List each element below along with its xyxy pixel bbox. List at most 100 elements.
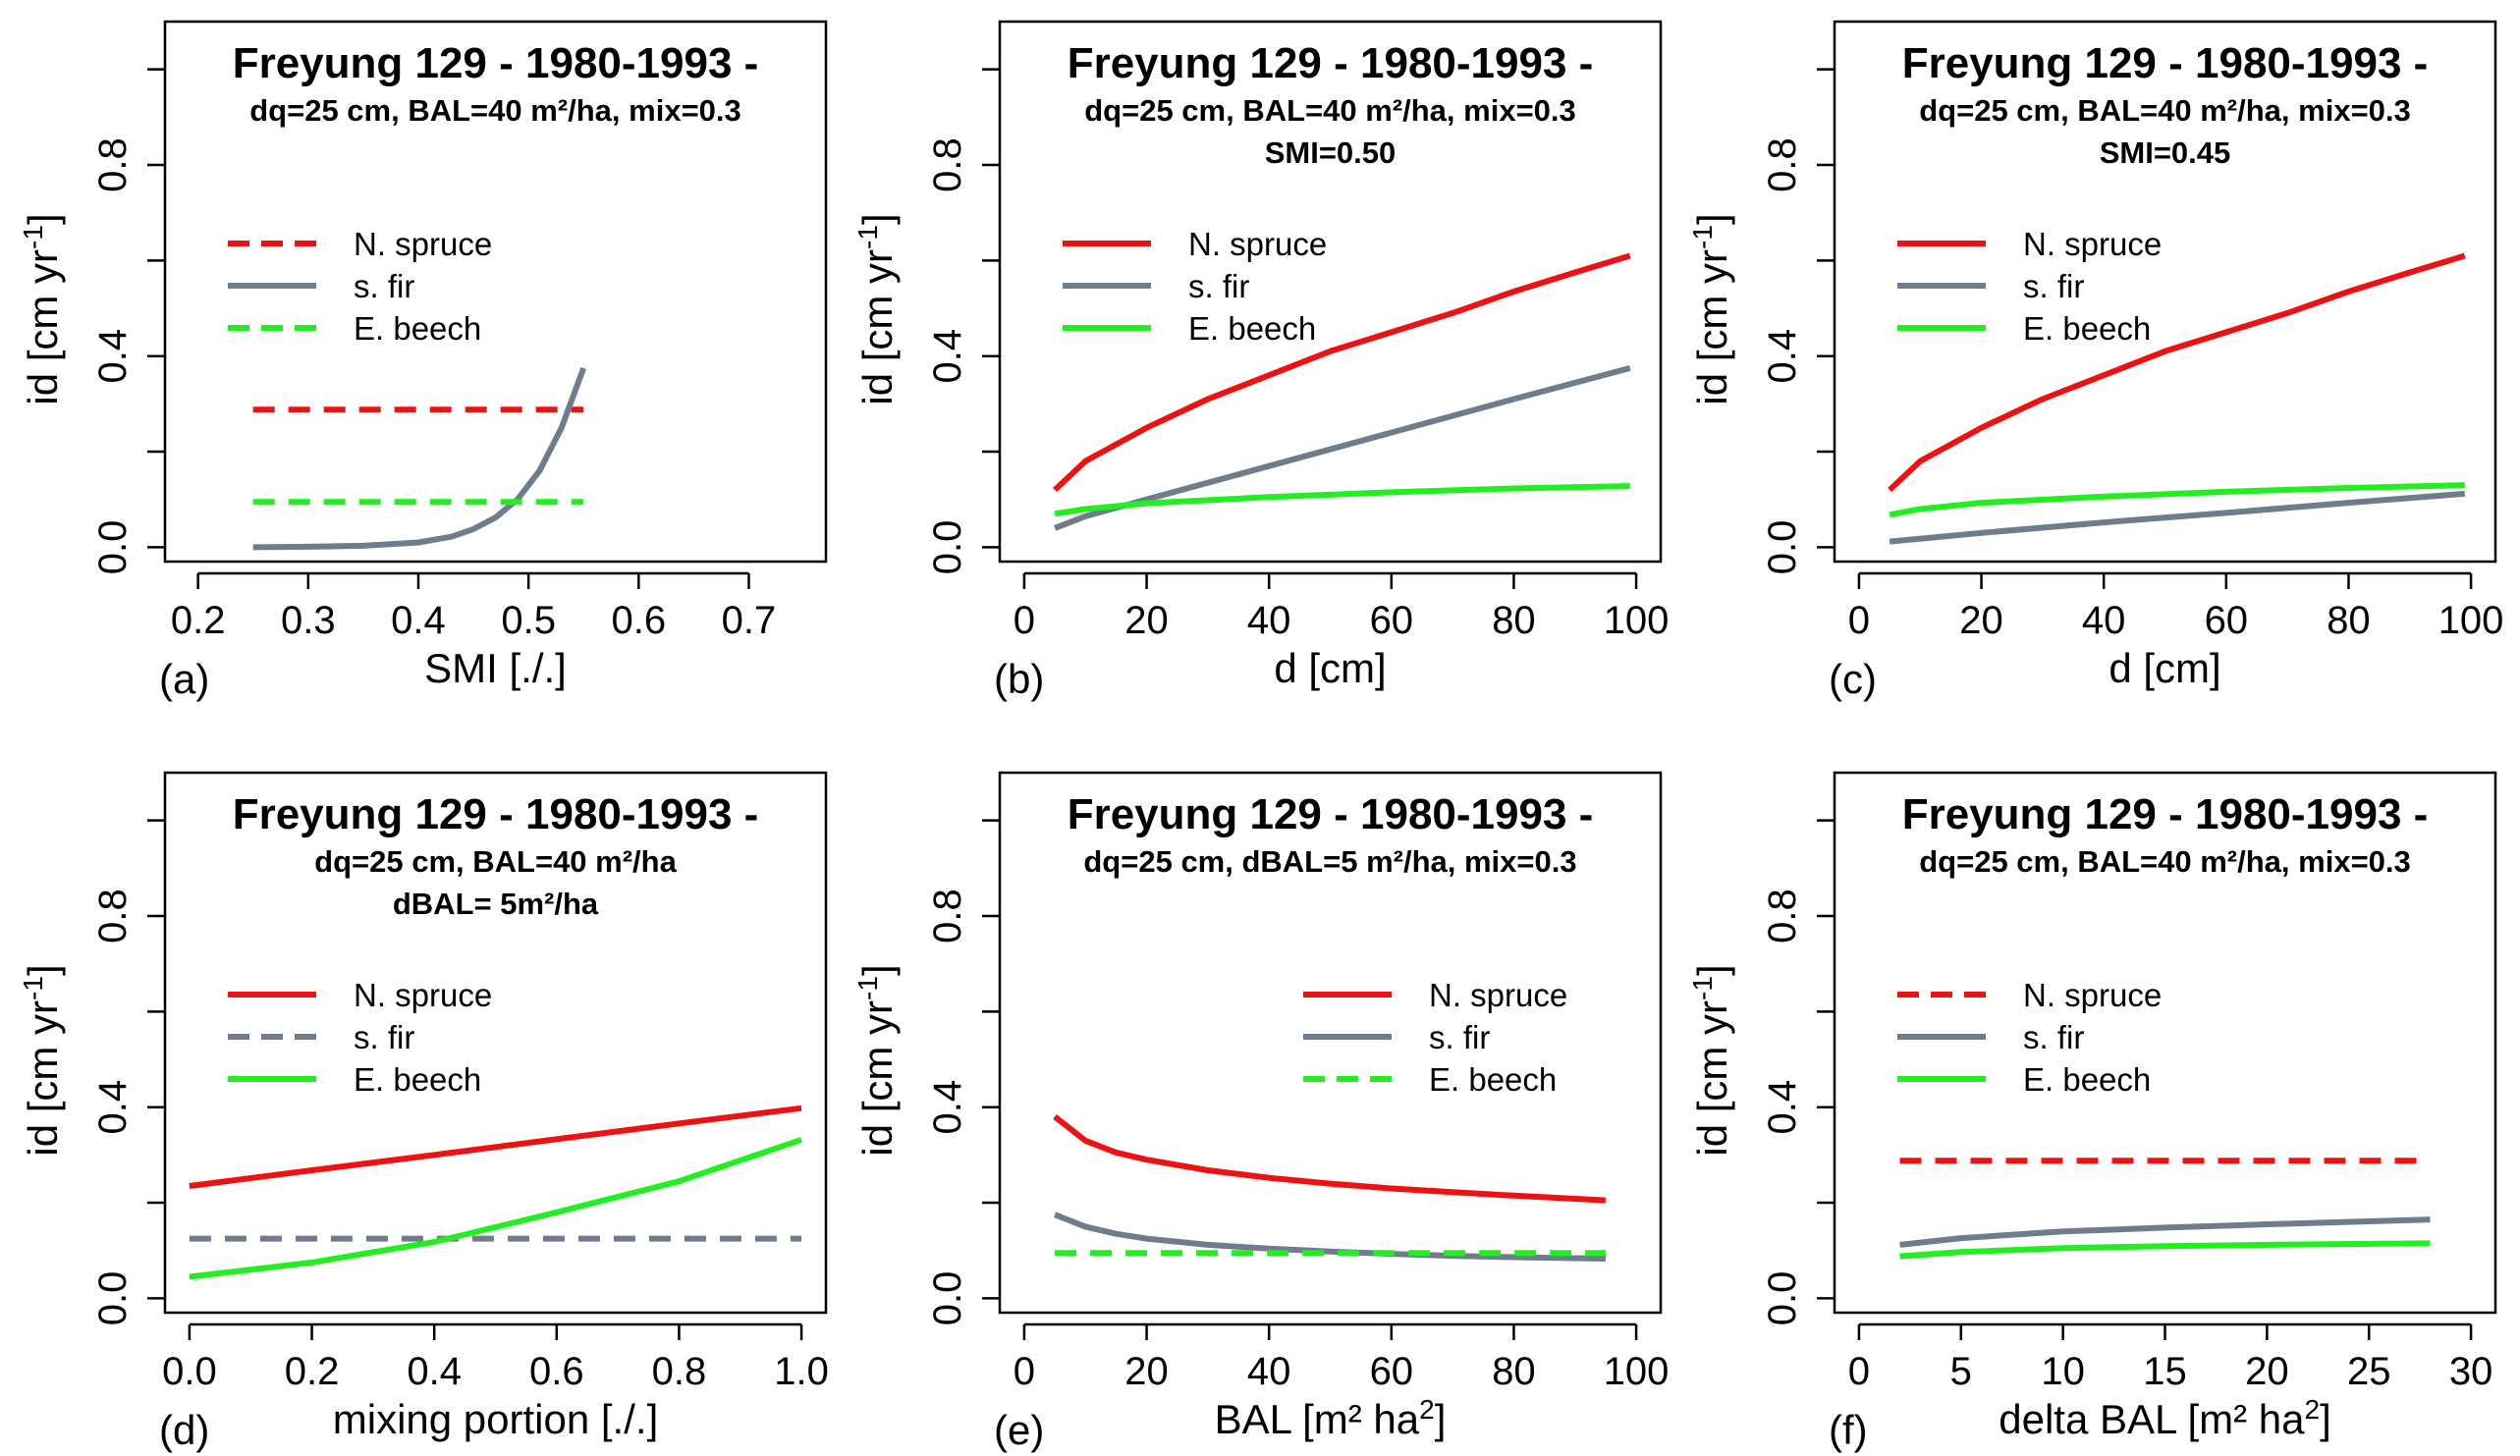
panel-b: Freyung 129 - 1980-1993 - dq=25 cm, BAL=4… xyxy=(852,20,1670,702)
x-tick-label: 20 xyxy=(2245,1350,2289,1393)
panel-label: (d) xyxy=(159,1407,209,1453)
x-tick-label: 0 xyxy=(1848,599,1870,642)
x-tick-label: 60 xyxy=(1370,1350,1414,1393)
legend: N. spruce s. fir E. beech xyxy=(228,977,492,1098)
x-tick-label: 0.4 xyxy=(391,599,446,642)
x-tick-label: 0.2 xyxy=(285,1350,340,1393)
y-tick-label: 0.4 xyxy=(1761,1080,1804,1135)
x-tick-label: 20 xyxy=(1124,1350,1169,1393)
legend-label: N. spruce xyxy=(1429,977,1567,1013)
x-tick-label: 100 xyxy=(1604,1350,1670,1393)
x-tick-label: 0.5 xyxy=(501,599,556,642)
x-tick-label: 10 xyxy=(2041,1350,2085,1393)
legend-label: s. fir xyxy=(354,268,414,304)
legend: N. spruce s. fir E. beech xyxy=(1063,226,1327,347)
x-tick-label: 0.6 xyxy=(529,1350,584,1393)
x-tick-label: 80 xyxy=(1492,599,1536,642)
legend-label: N. spruce xyxy=(2023,226,2162,262)
y-tick-label: 0.4 xyxy=(926,329,969,384)
series-line-fir xyxy=(1899,1216,2431,1248)
panel-title: Freyung 129 - 1980-1993 - xyxy=(1902,39,2429,87)
x-axis-label-sup: 2 xyxy=(2305,1394,2321,1425)
panel-f: Freyung 129 - 1980-1993 - dq=25 cm, BAL=4… xyxy=(1687,771,2497,1453)
panel-d: Freyung 129 - 1980-1993 - dq=25 cm, BAL=4… xyxy=(18,771,829,1453)
y-tick-label: 0.8 xyxy=(91,889,135,944)
legend-label: N. spruce xyxy=(2023,977,2162,1013)
x-tick-label: 0.7 xyxy=(722,599,777,642)
y-tick-label: 0.0 xyxy=(91,520,135,575)
y-axis-label: id [cm yr-1] xyxy=(18,964,67,1156)
series-line-fir xyxy=(1889,490,2466,545)
series-line-beech xyxy=(189,1136,803,1280)
x-tick-label: 0.2 xyxy=(171,599,226,642)
series-line-spruce xyxy=(1053,1114,1607,1204)
panel-subtitle: dq=25 cm, BAL=40 m²/ha, mix=0.3 xyxy=(1919,93,2411,128)
legend-label: N. spruce xyxy=(354,226,492,262)
legend-label: E. beech xyxy=(2023,1061,2151,1098)
y-axis-label: id [cm yr-1] xyxy=(1687,964,1736,1156)
legend-label: s. fir xyxy=(1429,1019,1490,1055)
x-tick-label: 20 xyxy=(1959,599,2003,642)
plot-frame xyxy=(1833,20,2497,564)
y-tick-label: 0.8 xyxy=(926,889,969,944)
y-tick-label: 0.4 xyxy=(926,1080,969,1135)
x-tick-label: 15 xyxy=(2143,1350,2187,1393)
x-tick-label: 100 xyxy=(1604,599,1670,642)
panel-label: (f) xyxy=(1829,1407,1868,1453)
y-tick-label: 0.0 xyxy=(1761,520,1804,575)
x-tick-label: 0 xyxy=(1013,599,1035,642)
plot-frame xyxy=(998,20,1663,564)
y-axis-label-sup: -1 xyxy=(18,225,48,249)
y-tick-label: 0.8 xyxy=(1761,137,1804,192)
y-axis-label-end: ] xyxy=(1689,213,1735,225)
y-axis-label: id [cm yr-1] xyxy=(1687,213,1736,404)
plot-frame xyxy=(998,771,1663,1315)
x-tick-label: 80 xyxy=(2327,599,2371,642)
series-line-spruce xyxy=(1053,252,1631,493)
legend: N. spruce s. fir E. beech xyxy=(1897,977,2162,1098)
series-line-beech xyxy=(1054,483,1630,517)
panel-a: Freyung 129 - 1980-1993 - dq=25 cm, BAL=4… xyxy=(18,20,828,702)
y-axis-label-sup: -1 xyxy=(852,976,883,1000)
legend: N. spruce s. fir E. beech xyxy=(1303,977,1567,1098)
y-axis-label: id [cm yr-1] xyxy=(852,964,902,1156)
panel-title: Freyung 129 - 1980-1993 - xyxy=(233,790,759,838)
x-axis-label: d [cm] xyxy=(1274,645,1386,691)
series-line-fir xyxy=(1054,1212,1606,1262)
y-tick-label: 0.0 xyxy=(926,1271,969,1326)
x-axis-label-sup: 2 xyxy=(1419,1394,1435,1425)
x-tick-label: 40 xyxy=(1247,1350,1291,1393)
x-axis-label-end: ] xyxy=(2320,1396,2331,1442)
x-tick-label: 60 xyxy=(2205,599,2249,642)
series-line-beech xyxy=(1889,482,2465,518)
y-tick-label: 0.4 xyxy=(91,329,135,384)
x-tick-label: 0.3 xyxy=(281,599,336,642)
legend-label: E. beech xyxy=(1188,310,1316,347)
x-tick-label: 0.6 xyxy=(612,599,667,642)
y-tick-label: 0.8 xyxy=(1761,889,1804,944)
panel-title: Freyung 129 - 1980-1993 - xyxy=(233,39,759,87)
panel-subtitle: SMI=0.45 xyxy=(2100,135,2231,170)
legend-label: s. fir xyxy=(2023,268,2084,304)
series-line-beech xyxy=(1899,1240,2431,1260)
panel-title: Freyung 129 - 1980-1993 - xyxy=(1068,39,1594,87)
legend-label: E. beech xyxy=(354,1061,481,1098)
panel-subtitle: dq=25 cm, BAL=40 m²/ha xyxy=(314,844,677,879)
series-line-fir xyxy=(1054,365,1631,531)
x-tick-label: 1.0 xyxy=(774,1350,829,1393)
panel-subtitle: dq=25 cm, BAL=40 m²/ha, mix=0.3 xyxy=(1084,93,1576,128)
y-axis-label-sup: -1 xyxy=(1687,976,1718,1000)
panel-subtitle: dq=25 cm, dBAL=5 m²/ha, mix=0.3 xyxy=(1083,844,1576,879)
x-axis-label-end: ] xyxy=(1435,1396,1447,1442)
x-axis-label: delta BAL [m² ha2] xyxy=(1999,1394,2331,1443)
panel-label: (a) xyxy=(159,656,209,702)
panel-label: (b) xyxy=(994,656,1044,702)
panel-title: Freyung 129 - 1980-1993 - xyxy=(1902,790,2429,838)
x-axis-label: BAL [m² ha2] xyxy=(1215,1394,1447,1443)
legend-label: N. spruce xyxy=(1188,226,1327,262)
x-tick-label: 30 xyxy=(2449,1350,2493,1393)
y-axis-label-end: ] xyxy=(1689,964,1735,976)
panel-e: Freyung 129 - 1980-1993 - dq=25 cm, dBAL=… xyxy=(852,771,1670,1453)
series-line-fir xyxy=(252,366,587,551)
series-line-spruce xyxy=(189,1105,802,1189)
